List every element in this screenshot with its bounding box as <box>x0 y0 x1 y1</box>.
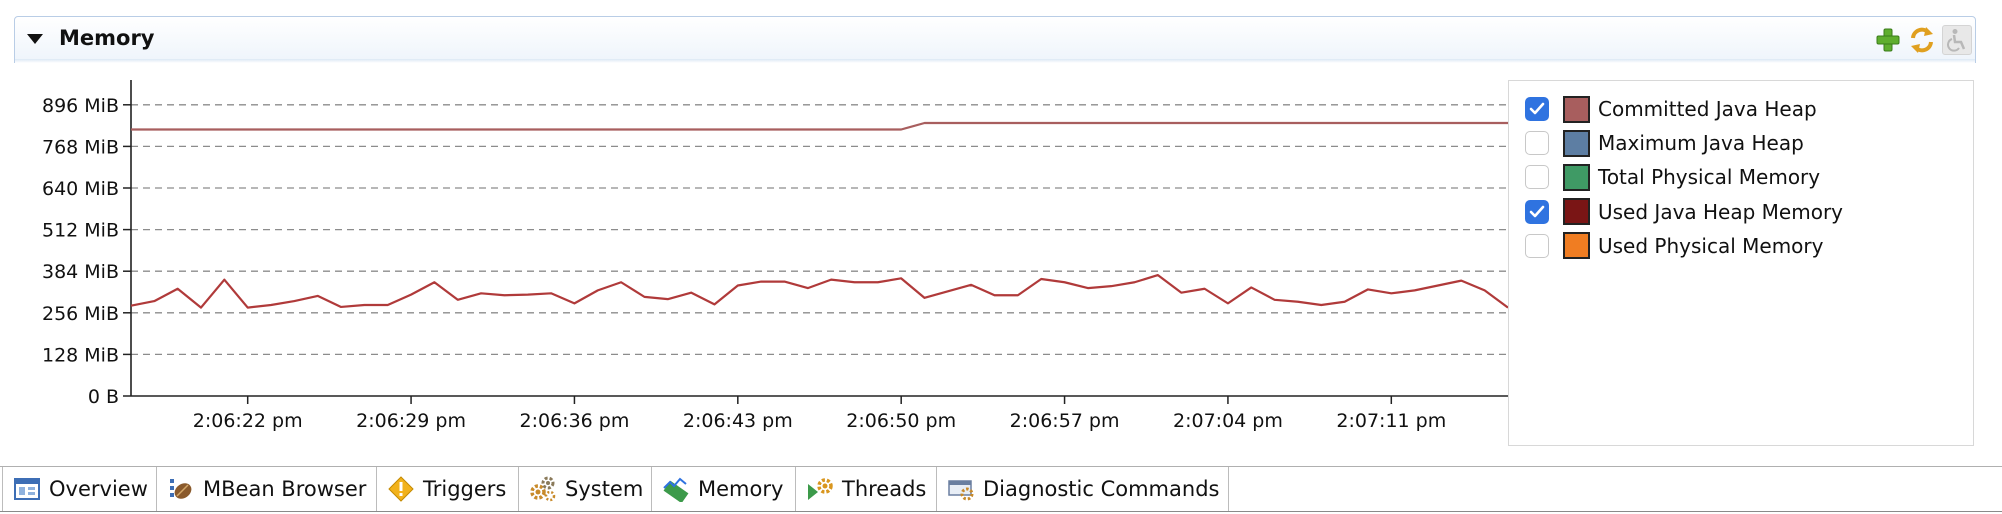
legend-checkbox[interactable] <box>1525 233 1549 258</box>
legend-color-swatch <box>1563 129 1590 157</box>
tab-label: MBean Browser <box>203 477 367 501</box>
tab-diagnostic-commands[interactable]: Diagnostic Commands <box>937 467 1229 511</box>
legend-color-swatch <box>1563 232 1590 260</box>
diagnostic-commands-icon <box>947 475 975 503</box>
legend-item[interactable]: Committed Java Heap <box>1525 94 1817 124</box>
y-tick-label: 384 MiB <box>42 261 119 283</box>
legend-color-swatch <box>1563 198 1590 226</box>
memory-section-header: Memory <box>14 16 1976 63</box>
y-tick-label: 0 B <box>88 386 119 408</box>
x-tick-label: 2:06:43 pm <box>683 410 793 432</box>
legend-color-swatch <box>1563 163 1590 191</box>
refresh-button[interactable] <box>1907 25 1937 55</box>
legend-checkbox[interactable] <box>1525 165 1549 190</box>
add-chart-button[interactable] <box>1873 25 1903 55</box>
legend-item[interactable]: Maximum Java Heap <box>1525 128 1804 158</box>
tab-system[interactable]: System <box>519 467 652 511</box>
add-chart-icon <box>1876 28 1900 52</box>
tab-label: Memory <box>698 477 784 501</box>
tab-label: Diagnostic Commands <box>983 477 1220 501</box>
legend-item[interactable]: Used Java Heap Memory <box>1525 197 1843 227</box>
x-axis: 2:06:22 pm 2:06:29 pm 2:06:36 pm 2:06:43 pm… <box>131 395 1508 432</box>
x-tick-label: 2:06:22 pm <box>193 410 303 432</box>
y-tick-label: 768 MiB <box>42 136 119 158</box>
threads-icon <box>806 475 834 503</box>
chart-gridlines <box>131 104 1508 356</box>
y-axis: 0 B 128 MiB 256 MiB 384 MiB 512 MiB 640 MiB 76… <box>42 80 132 408</box>
tab-label: Overview <box>49 477 148 501</box>
accessibility-icon <box>1947 29 1966 52</box>
tab-mbean-browser[interactable]: MBean Browser <box>157 467 377 511</box>
tab-memory[interactable]: Memory <box>652 467 796 511</box>
y-tick-label: 128 MiB <box>42 344 119 366</box>
bottom-tab-bar: Overview MBean Browser Triggers System Memor… <box>0 466 2002 512</box>
x-tick-label: 2:06:29 pm <box>356 410 466 432</box>
x-tick-label: 2:07:11 pm <box>1336 410 1446 432</box>
system-icon <box>529 475 557 503</box>
chart-series <box>130 121 1508 309</box>
y-tick-label: 896 MiB <box>42 95 119 117</box>
memory-icon <box>662 475 690 503</box>
mbean-browser-icon <box>167 475 195 503</box>
legend-label: Used Physical Memory <box>1598 233 1824 258</box>
triggers-icon <box>387 475 415 503</box>
tab-label: Triggers <box>423 477 507 501</box>
y-tick-label: 512 MiB <box>42 220 119 242</box>
chart-legend: Committed Java Heap Maximum Java Heap Tota… <box>1508 80 1974 446</box>
legend-label: Maximum Java Heap <box>1598 131 1804 156</box>
y-tick-label: 640 MiB <box>42 178 119 200</box>
memory-chart: 0 B 128 MiB 256 MiB 384 MiB 512 MiB 640 MiB 76… <box>42 80 1508 432</box>
legend-item[interactable]: Used Physical Memory <box>1525 231 1823 261</box>
legend-label: Total Physical Memory <box>1598 165 1821 190</box>
x-tick-label: 2:06:36 pm <box>520 410 630 432</box>
checkmark-icon <box>1529 205 1545 217</box>
y-tick-label: 256 MiB <box>42 303 119 325</box>
tab-triggers[interactable]: Triggers <box>377 467 519 511</box>
legend-color-swatch <box>1563 95 1590 123</box>
series-line-used-java-heap-memory <box>130 274 1508 309</box>
collapse-triangle-icon[interactable] <box>27 34 43 44</box>
legend-label: Used Java Heap Memory <box>1598 199 1844 224</box>
tab-label: Threads <box>842 477 927 501</box>
tab-overview[interactable]: Overview <box>2 467 157 511</box>
section-title: Memory <box>59 26 155 50</box>
tab-threads[interactable]: Threads <box>796 467 937 511</box>
x-tick-label: 2:06:50 pm <box>846 410 956 432</box>
tab-label: System <box>565 477 644 501</box>
accessibility-button[interactable] <box>1942 25 1972 55</box>
legend-checkbox[interactable] <box>1525 131 1549 156</box>
overview-icon <box>13 475 41 503</box>
x-tick-label: 2:07:04 pm <box>1173 410 1283 432</box>
refresh-icon <box>1911 27 1933 53</box>
legend-item[interactable]: Total Physical Memory <box>1525 162 1820 192</box>
legend-checkbox[interactable] <box>1525 199 1549 224</box>
legend-checkbox[interactable] <box>1525 97 1549 121</box>
series-line-committed-java-heap <box>131 121 1508 131</box>
legend-label: Committed Java Heap <box>1598 97 1817 121</box>
x-tick-label: 2:06:57 pm <box>1010 410 1120 432</box>
checkmark-icon <box>1529 102 1545 115</box>
